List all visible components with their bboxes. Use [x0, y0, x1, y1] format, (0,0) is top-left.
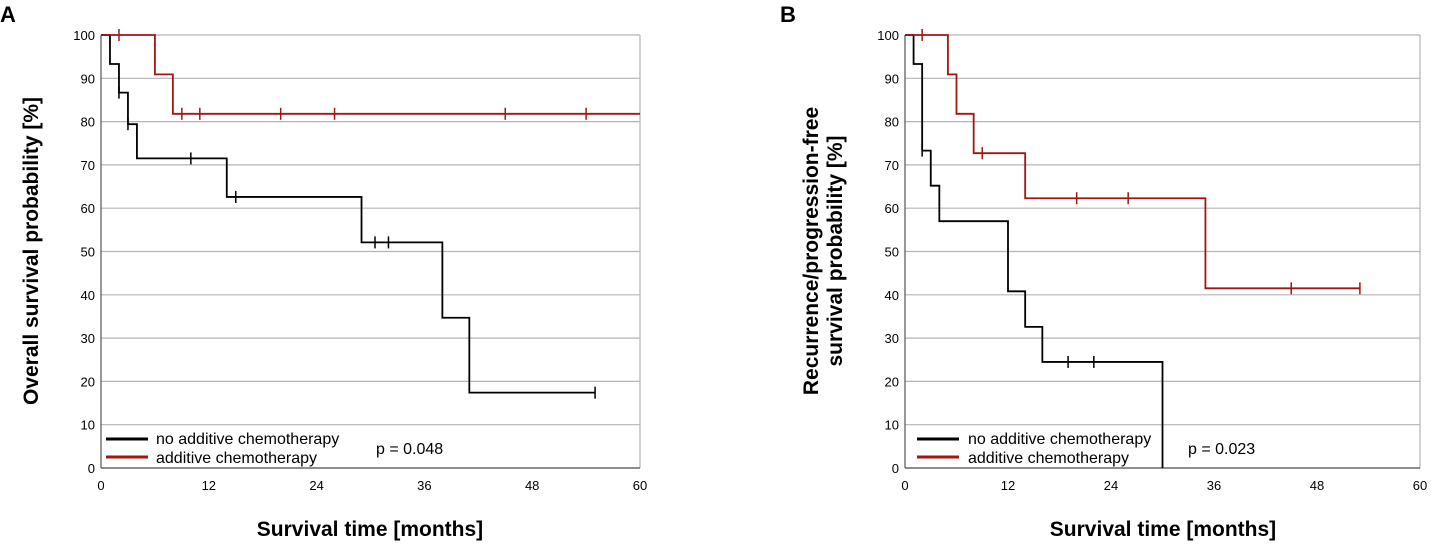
panel-b-y-axis-title-line2: survival probability [%] [824, 135, 847, 366]
x-tick-label: 0 [901, 478, 908, 493]
y-tick-label: 0 [88, 461, 95, 476]
legend-label-additive: additive chemotherapy [968, 450, 1129, 467]
panel-a-legend: no additive chemotherapy additive chemot… [106, 431, 443, 467]
panel-b-legend: no additive chemotherapy additive chemot… [917, 431, 1255, 467]
y-tick-label: 20 [81, 374, 95, 389]
y-tick-label: 50 [81, 245, 95, 260]
y-tick-label: 10 [885, 418, 899, 433]
x-tick-label: 60 [1413, 478, 1427, 493]
y-tick-label: 40 [885, 288, 899, 303]
x-tick-label: 24 [309, 478, 323, 493]
x-tick-label: 36 [417, 478, 431, 493]
x-tick-label: 48 [1310, 478, 1324, 493]
y-tick-label: 30 [885, 331, 899, 346]
x-tick-label: 24 [1104, 478, 1118, 493]
y-tick-label: 80 [81, 115, 95, 130]
x-tick-label: 48 [525, 478, 539, 493]
y-tick-label: 20 [885, 374, 899, 389]
panel-a-y-ticks: 0 10 20 30 40 50 60 70 80 90 100 [73, 28, 95, 476]
km-curve-additive [101, 34, 640, 115]
y-tick-label: 60 [885, 201, 899, 216]
y-tick-label: 70 [885, 158, 899, 173]
panel-b-series [905, 29, 1361, 468]
panel-a-gridlines [100, 34, 641, 469]
km-curve-additive [905, 34, 1360, 290]
y-tick-label: 10 [81, 418, 95, 433]
y-tick-label: 50 [885, 245, 899, 260]
y-tick-label: 100 [73, 28, 95, 43]
x-tick-label: 12 [202, 478, 216, 493]
panel-a-series [101, 29, 640, 399]
y-tick-label: 100 [877, 28, 899, 43]
panel-b-x-axis-title: Survival time [months] [1050, 518, 1276, 541]
km-curve-no-additive [905, 34, 1164, 468]
y-tick-label: 70 [81, 158, 95, 173]
x-tick-label: 0 [97, 478, 104, 493]
legend-label-no-additive: no additive chemotherapy [156, 431, 339, 448]
y-tick-label: 0 [892, 461, 899, 476]
y-tick-label: 30 [81, 331, 95, 346]
panel-a-letter: A [0, 2, 16, 27]
panel-a-p-value: p = 0.048 [376, 441, 443, 458]
y-tick-label: 90 [885, 71, 899, 86]
panel-b-chart: B 0 10 20 30 40 50 60 70 80 90 100 0 12 24 36 48 60 Rec… [780, 2, 1427, 541]
legend-label-additive: additive chemotherapy [156, 450, 317, 467]
x-tick-label: 60 [633, 478, 647, 493]
x-tick-label: 12 [1001, 478, 1015, 493]
km-curve-no-additive [101, 34, 596, 394]
y-tick-label: 60 [81, 201, 95, 216]
panel-a-x-axis-title: Survival time [months] [257, 518, 483, 541]
panel-a-y-axis-title: Overall survival probability [%] [20, 97, 43, 405]
panel-b-letter: B [780, 2, 796, 27]
panel-b-y-ticks: 0 10 20 30 40 50 60 70 80 90 100 [877, 28, 899, 476]
panel-b-x-ticks: 0 12 24 36 48 60 [901, 478, 1427, 493]
panel-a-x-ticks: 0 12 24 36 48 60 [97, 478, 647, 493]
panel-a-chart: A 0 10 20 30 40 50 60 70 80 90 100 0 12 24 36 48 60 Ove… [0, 2, 647, 541]
x-tick-label: 36 [1207, 478, 1221, 493]
y-tick-label: 40 [81, 288, 95, 303]
y-tick-label: 90 [81, 71, 95, 86]
legend-label-no-additive: no additive chemotherapy [968, 431, 1151, 448]
panel-b-y-axis-title-line1: Recurrence/progression-free [800, 107, 823, 395]
y-tick-label: 80 [885, 115, 899, 130]
panel-b-p-value: p = 0.023 [1188, 441, 1255, 458]
